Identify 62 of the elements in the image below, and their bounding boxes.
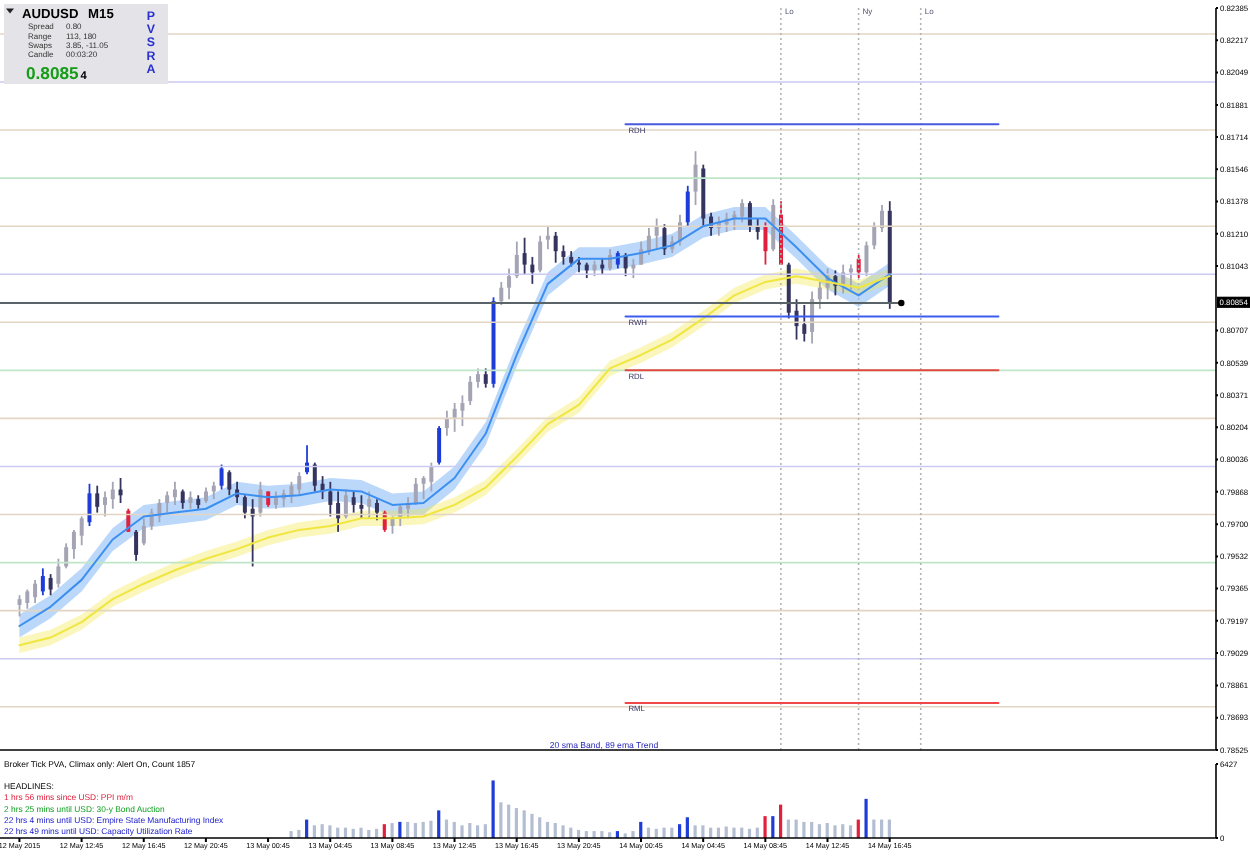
candlestick xyxy=(437,425,442,466)
candlestick xyxy=(654,217,659,251)
candlestick xyxy=(336,490,341,533)
candlestick xyxy=(134,529,139,562)
candlestick xyxy=(413,477,418,506)
candlestick xyxy=(507,267,512,301)
candlestick xyxy=(289,480,294,504)
candlestick xyxy=(817,281,822,310)
candlestick xyxy=(374,498,379,522)
candlestick xyxy=(103,490,108,518)
candlestick xyxy=(693,150,698,206)
candlestick xyxy=(367,490,372,520)
candlestick xyxy=(343,488,348,520)
candlestick xyxy=(763,221,768,266)
candlestick xyxy=(227,469,232,497)
candlestick xyxy=(421,475,426,501)
candlestick xyxy=(561,244,566,266)
candlestick xyxy=(864,240,869,278)
candlestick xyxy=(468,375,473,406)
candlestick xyxy=(522,236,527,276)
candlestick xyxy=(17,594,22,618)
candlestick xyxy=(33,578,38,604)
candlestick xyxy=(802,304,807,343)
candlestick xyxy=(545,225,550,251)
candlestick xyxy=(460,394,465,427)
candlestick xyxy=(351,490,356,514)
candlestick xyxy=(258,480,263,518)
candlestick xyxy=(452,402,457,433)
candlestick xyxy=(110,480,115,510)
candlestick xyxy=(429,461,434,493)
candlestick xyxy=(685,184,690,228)
candlestick xyxy=(56,557,61,589)
candlestick xyxy=(359,494,364,520)
candlestick xyxy=(553,231,558,264)
candlestick xyxy=(141,517,146,547)
candlestick xyxy=(242,494,247,520)
candlestick xyxy=(95,484,100,514)
candlestick xyxy=(530,256,535,285)
candlestick xyxy=(771,198,776,253)
candlestick xyxy=(848,263,853,291)
candlestick xyxy=(87,482,92,527)
candlestick xyxy=(165,490,170,514)
candlestick xyxy=(444,409,449,437)
candlestick xyxy=(64,542,69,570)
candlestick xyxy=(40,567,45,597)
candlestick xyxy=(25,588,30,610)
candlestick xyxy=(71,529,76,560)
candlestick xyxy=(297,471,302,497)
candlestick xyxy=(219,463,224,491)
candlestick xyxy=(872,221,877,251)
candlestick xyxy=(499,281,504,306)
candlestick xyxy=(646,227,651,256)
candlestick xyxy=(740,198,745,224)
candlestick xyxy=(48,573,53,597)
candlestick xyxy=(475,367,480,389)
candlestick xyxy=(172,480,177,506)
candlestick xyxy=(483,367,488,389)
candlestick xyxy=(79,515,84,547)
candlestick xyxy=(312,461,317,493)
candlestick xyxy=(180,488,185,510)
candlestick xyxy=(538,234,543,274)
candlestick xyxy=(328,480,333,518)
